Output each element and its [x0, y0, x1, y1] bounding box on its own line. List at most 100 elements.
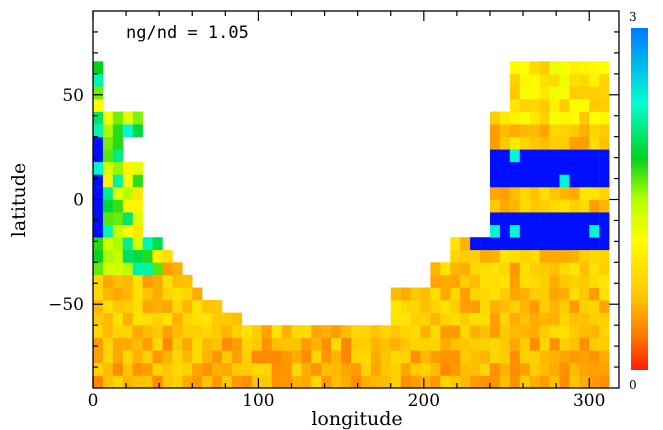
heatmap-cell: [499, 262, 511, 276]
heatmap-cell: [261, 362, 272, 376]
heatmap-cell: [599, 124, 610, 137]
heatmap-cell: [152, 262, 163, 276]
heatmap-cell: [122, 212, 133, 225]
heatmap-cell: [579, 61, 590, 75]
heatmap-cell: [490, 274, 501, 288]
heatmap-cell: [122, 237, 133, 251]
heatmap-cell: [470, 325, 481, 339]
heatmap-cell: [341, 337, 352, 351]
heatmap-cell: [410, 375, 421, 389]
heatmap-cell: [132, 199, 143, 213]
heatmap-cell: [450, 362, 461, 376]
heatmap-cell: [490, 350, 501, 364]
heatmap-cell: [519, 61, 530, 75]
heatmap-cell: [539, 124, 550, 137]
heatmap-cell: [569, 287, 580, 301]
heatmap-cell: [430, 350, 441, 364]
heatmap-cell: [162, 375, 173, 389]
heatmap-cell: [410, 337, 421, 351]
y-tick-label: −50: [48, 295, 84, 315]
heatmap-cell: [529, 212, 540, 225]
heatmap-cell: [261, 375, 272, 389]
heatmap-cell: [152, 350, 163, 364]
heatmap-cell: [549, 262, 560, 276]
heatmap-cell: [599, 337, 610, 351]
heatmap-cell: [529, 73, 540, 87]
heatmap-cell: [410, 350, 421, 364]
heatmap-cell: [430, 300, 441, 313]
heatmap-cell: [460, 249, 471, 263]
heatmap-cell: [499, 186, 511, 200]
heatmap-cell: [549, 111, 560, 125]
heatmap-cell: [430, 375, 441, 389]
heatmap-cell: [152, 274, 163, 288]
heatmap-cell: [579, 199, 590, 213]
heatmap-cell: [569, 99, 580, 112]
heatmap-cell: [202, 300, 213, 313]
heatmap-cell: [480, 274, 491, 288]
heatmap-cell: [162, 249, 173, 263]
heatmap-cell: [152, 249, 163, 263]
heatmap-cell: [529, 161, 540, 175]
heatmap-cell: [93, 111, 104, 125]
heatmap-cell: [112, 312, 123, 326]
heatmap-cell: [519, 124, 530, 137]
heatmap-cell: [251, 375, 262, 389]
heatmap-cells: [93, 61, 610, 389]
heatmap-cell: [420, 312, 431, 326]
heatmap-cell: [361, 337, 372, 351]
heatmap-cell: [599, 287, 610, 301]
heatmap-cell: [589, 375, 600, 389]
heatmap-cell: [480, 237, 491, 251]
heatmap-cell: [569, 149, 580, 163]
heatmap-cell: [490, 111, 501, 125]
heatmap-cell: [400, 362, 411, 376]
heatmap-cell: [271, 350, 282, 364]
heatmap-cell: [311, 350, 322, 364]
heatmap-cell: [539, 325, 550, 339]
heatmap-cell: [559, 111, 570, 125]
heatmap-cell: [102, 161, 114, 175]
heatmap-cell: [509, 224, 520, 238]
heatmap-cell: [480, 249, 491, 263]
heatmap-cell: [202, 362, 213, 376]
heatmap-cell: [539, 224, 550, 238]
heatmap-cell: [490, 237, 501, 251]
heatmap-cell: [519, 86, 530, 100]
heatmap-cell: [112, 362, 123, 376]
heatmap-cell: [549, 237, 560, 251]
heatmap-cell: [410, 362, 421, 376]
heatmap-cell: [361, 375, 372, 389]
heatmap-cell: [519, 99, 530, 112]
heatmap-cell: [162, 325, 173, 339]
heatmap-cell: [251, 350, 262, 364]
heatmap-cell: [589, 212, 600, 225]
heatmap-cell: [142, 274, 153, 288]
heatmap-cell: [420, 350, 431, 364]
heatmap-cell: [112, 325, 123, 339]
heatmap-cell: [172, 300, 183, 313]
heatmap-cell: [519, 212, 530, 225]
heatmap-cell: [569, 136, 580, 150]
heatmap-cell: [142, 375, 153, 389]
heatmap-cell: [311, 375, 322, 389]
heatmap-cell: [490, 337, 501, 351]
heatmap-cell: [281, 362, 292, 376]
heatmap-cell: [460, 325, 471, 339]
x-axis-ticks: 0 100 200 300: [88, 11, 605, 411]
heatmap-cell: [509, 274, 520, 288]
heatmap-cell: [529, 111, 540, 125]
heatmap-cell: [311, 362, 322, 376]
heatmap-cell: [380, 362, 391, 376]
heatmap-cell: [559, 186, 570, 200]
heatmap-cell: [569, 350, 580, 364]
heatmap-cell: [549, 350, 560, 364]
heatmap-cell: [182, 287, 193, 301]
heatmap-cell: [519, 325, 530, 339]
heatmap-cell: [93, 161, 104, 175]
heatmap-cell: [132, 224, 143, 238]
heatmap-cell: [202, 337, 213, 351]
heatmap-cell: [579, 86, 590, 100]
heatmap-cell: [499, 199, 511, 213]
heatmap-cell: [490, 174, 501, 188]
